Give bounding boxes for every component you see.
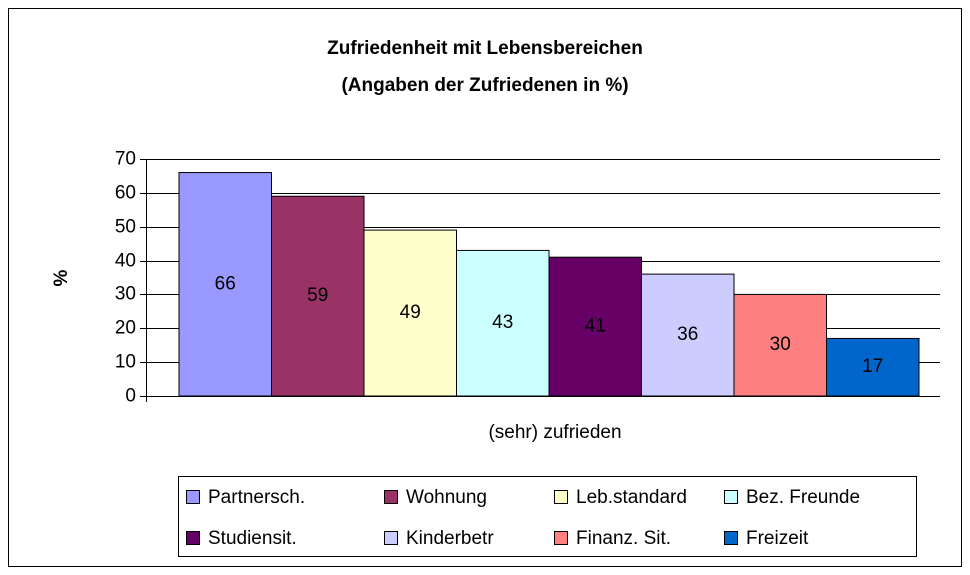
y-axis-label: % [51, 269, 72, 286]
y-tick-label: 30 [115, 284, 136, 305]
data-label: 36 [677, 324, 698, 345]
legend-label: Bez. Freunde [746, 487, 860, 508]
chart-subtitle: (Angaben der Zufriedenen in %) [341, 75, 628, 96]
legend-swatch [724, 490, 738, 504]
y-tick-label: 10 [115, 352, 136, 373]
legend-swatch [724, 531, 738, 545]
legend-label: Freizeit [746, 528, 809, 549]
legend-swatch [554, 531, 568, 545]
data-label: 66 [215, 273, 236, 294]
legend-swatch [554, 490, 568, 504]
y-tick-label: 20 [115, 318, 136, 339]
legend-label: Kinderbetr [406, 528, 494, 549]
legend-swatch [186, 490, 200, 504]
bar [178, 172, 272, 397]
legend-label: Finanz. Sit. [576, 528, 671, 549]
y-tick-label: 60 [115, 183, 136, 204]
y-tick-label: 0 [125, 386, 136, 407]
data-label: 59 [307, 285, 328, 306]
y-tick-label: 50 [115, 217, 136, 238]
legend-label: Partnersch. [208, 487, 305, 508]
y-tick-label: 70 [115, 149, 136, 170]
legend [178, 476, 917, 557]
bar [271, 195, 365, 397]
data-label: 43 [492, 312, 513, 333]
legend-label: Wohnung [406, 487, 487, 508]
data-label: 49 [400, 302, 421, 323]
x-tick-label: (sehr) zufrieden [488, 422, 621, 443]
legend-swatch [384, 490, 398, 504]
legend-swatch [384, 531, 398, 545]
chart-title: Zufriedenheit mit Lebensbereichen [327, 38, 643, 59]
legend-swatch [186, 531, 200, 545]
data-label: 41 [585, 316, 606, 337]
legend-label: Leb.standard [576, 487, 687, 508]
data-label: 30 [770, 334, 791, 355]
bar [456, 249, 550, 397]
y-tick-label: 40 [115, 251, 136, 272]
bar [548, 256, 642, 397]
bar [641, 273, 735, 397]
legend-label: Studiensit. [208, 528, 297, 549]
bar [733, 293, 827, 397]
data-label: 17 [862, 356, 883, 377]
